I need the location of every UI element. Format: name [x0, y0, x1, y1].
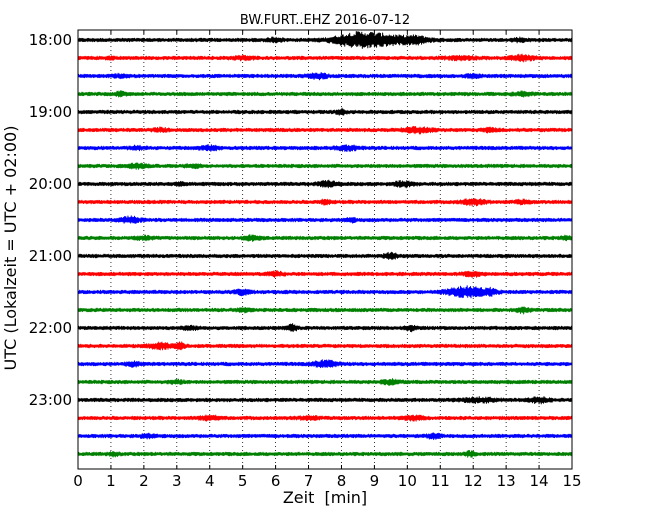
y-axis-label: UTC (Lokalzeit = UTC + 02:00): [1, 126, 20, 371]
x-tick-label: 2: [139, 472, 149, 490]
x-tick-label: 6: [271, 472, 281, 490]
trace-1945: [77, 162, 573, 170]
x-tick-label: 12: [464, 472, 483, 490]
trace-2115: [77, 270, 573, 278]
trace-2215: [77, 341, 573, 351]
trace-2045: [77, 234, 573, 242]
trace-2100: [77, 251, 573, 261]
x-tick-label: 0: [73, 472, 83, 490]
y-tick-label: 22:00: [29, 319, 72, 337]
trace-2300: [77, 396, 573, 405]
x-tick-label: 7: [304, 472, 314, 490]
trace-1830: [77, 72, 573, 81]
trace-1815: [77, 53, 573, 63]
x-tick-label: 15: [562, 472, 581, 490]
axis-ticks: [78, 30, 572, 469]
trace-2330: [77, 432, 573, 441]
seismogram-traces: [77, 31, 573, 458]
x-tick-label: 10: [398, 472, 417, 490]
x-tick-label: 13: [497, 472, 516, 490]
y-tick-labels: 18:00 19:00 20:00 21:00 22:00 23:00: [29, 31, 72, 409]
x-tick-labels: 0 1 2 3 4 5 6 7 8 9 10 11 12 13 14 15: [73, 472, 581, 490]
plot-frame: [77, 29, 573, 470]
x-axis-label: Zeit [min]: [283, 488, 367, 507]
y-tick-label: 21:00: [29, 247, 72, 265]
trace-2130: [77, 285, 573, 299]
trace-1930: [77, 143, 573, 153]
x-tick-label: 5: [238, 472, 248, 490]
x-tick-label: 1: [106, 472, 116, 490]
trace-1915: [77, 125, 573, 135]
x-tick-label: 8: [337, 472, 347, 490]
trace-1845: [77, 90, 573, 98]
trace-2245: [77, 378, 573, 386]
trace-2000: [77, 179, 573, 189]
y-tick-label: 20:00: [29, 175, 72, 193]
trace-2315: [77, 414, 573, 422]
trace-2200: [77, 323, 573, 333]
trace-1800: [77, 31, 573, 49]
trace-2030: [77, 215, 573, 224]
x-tick-label: 11: [431, 472, 450, 490]
trace-2230: [77, 359, 573, 369]
x-tick-label: 9: [370, 472, 380, 490]
x-tick-label: 14: [530, 472, 549, 490]
y-tick-label: 23:00: [29, 391, 72, 409]
trace-2145: [77, 306, 573, 315]
y-tick-label: 19:00: [29, 103, 72, 121]
trace-2015: [77, 198, 573, 207]
chart-title: BW.FURT..EHZ 2016-07-12: [240, 13, 410, 28]
x-tick-label: 3: [172, 472, 182, 490]
trace-2345: [77, 449, 573, 458]
x-tick-label: 4: [205, 472, 215, 490]
trace-1900: [77, 107, 573, 116]
y-tick-label: 18:00: [29, 31, 72, 49]
